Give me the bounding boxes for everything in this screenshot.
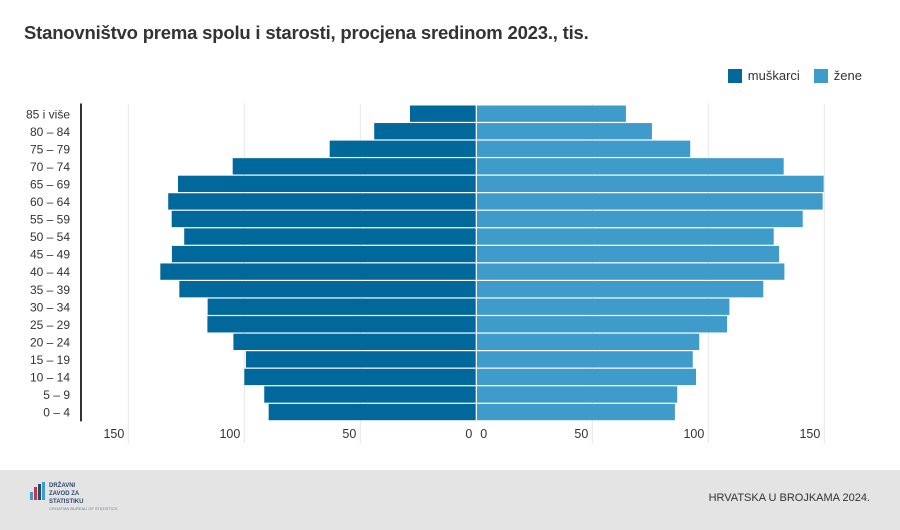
bar-zene <box>476 245 780 263</box>
bar-zene <box>476 298 730 315</box>
dzs-logo: DRŽAVNI ZAVOD ZA STATISTIKU CROATIAN BUR… <box>30 482 117 512</box>
bar-zene <box>476 333 700 350</box>
category-label: 5 – 9 <box>43 388 70 402</box>
bar-muskarci <box>268 403 477 421</box>
bar-zene <box>476 175 824 193</box>
bar-zene <box>476 316 728 333</box>
x-tick-label-left: 0 <box>465 427 472 441</box>
bar-zene <box>476 351 693 368</box>
x-tick-label-left: 150 <box>103 427 124 441</box>
bar-muskarci <box>207 316 477 333</box>
bar-zene <box>476 263 785 280</box>
bar-zene <box>476 193 823 210</box>
bar-muskarci <box>232 158 477 175</box>
category-label: 45 – 49 <box>30 248 70 262</box>
category-label: 35 – 39 <box>30 283 70 297</box>
legend-swatch-muskarci <box>727 68 742 83</box>
bar-zene <box>476 403 675 421</box>
x-tick-label-left: 50 <box>342 427 356 441</box>
legend-label-muskarci: muškarci <box>747 68 800 83</box>
category-label: 55 – 59 <box>30 213 70 227</box>
bar-zene <box>476 123 652 140</box>
bar-muskarci <box>244 368 477 386</box>
legend-swatch-zene <box>813 68 828 83</box>
bar-zene <box>476 281 764 298</box>
legend-label-zene: žene <box>833 68 862 83</box>
category-label: 25 – 29 <box>30 318 70 332</box>
logo-text-1: DRŽAVNI <box>49 483 76 489</box>
bar-muskarci <box>171 210 477 228</box>
category-label: 70 – 74 <box>30 160 70 174</box>
bar-muskarci <box>245 351 477 368</box>
x-tick-label-right: 150 <box>799 427 820 441</box>
category-label: 40 – 44 <box>30 265 70 279</box>
bar-zene <box>476 158 784 175</box>
logo-bars-icon <box>30 482 45 500</box>
category-label: 10 – 14 <box>30 371 70 385</box>
x-tick-label-right: 0 <box>480 427 487 441</box>
bar-muskarci <box>179 281 477 298</box>
bar-muskarci <box>184 228 477 245</box>
bar-muskarci <box>160 263 477 280</box>
bar-muskarci <box>233 333 477 350</box>
bar-muskarci <box>171 245 477 263</box>
category-label: 75 – 79 <box>30 142 70 156</box>
footer: DRŽAVNI ZAVOD ZA STATISTIKU CROATIAN BUR… <box>0 470 900 530</box>
category-label: 60 – 64 <box>30 195 70 209</box>
bar-muskarci <box>264 386 477 403</box>
bar-muskarci <box>168 193 477 210</box>
category-label: 50 – 54 <box>30 230 70 244</box>
bar-muskarci <box>329 140 477 157</box>
category-label: 65 – 69 <box>30 177 70 191</box>
legend-item-zene: žene <box>813 68 862 83</box>
x-tick-label-left: 100 <box>219 427 240 441</box>
source-label: HRVATSKA U BROJKAMA 2024. <box>708 492 870 504</box>
legend-item-muskarci: muškarci <box>727 68 800 83</box>
bar-muskarci <box>409 105 477 122</box>
bar-zene <box>476 140 691 157</box>
category-label: 80 – 84 <box>30 125 70 139</box>
legend: muškarci žene <box>727 68 862 83</box>
bar-muskarci <box>207 298 477 315</box>
bar-muskarci <box>374 123 477 140</box>
x-tick-label-right: 100 <box>683 427 704 441</box>
bar-zene <box>476 105 626 122</box>
category-label: 15 – 19 <box>30 353 70 367</box>
logo-subtext: CROATIAN BUREAU OF STATISTICS <box>49 506 118 511</box>
x-tick-label-right: 50 <box>574 427 588 441</box>
bar-zene <box>476 368 697 386</box>
logo-text-2: ZAVOD ZA <box>49 491 80 497</box>
logo-text-3: STATISTIKU <box>49 499 84 505</box>
bar-muskarci <box>177 175 477 193</box>
population-pyramid-chart: 85 i više 80 – 84 75 – 79 70 – 74 65 – 69 60 … <box>26 103 825 444</box>
bar-zene <box>476 228 774 245</box>
category-label: 0 – 4 <box>43 406 70 420</box>
category-label: 30 – 34 <box>30 300 70 314</box>
bar-zene <box>476 210 803 228</box>
bar-zene <box>476 386 678 403</box>
category-label: 85 i više <box>26 107 70 121</box>
chart-title: Stanovništvo prema spolu i starosti, pro… <box>24 22 589 43</box>
category-label: 20 – 24 <box>30 335 70 349</box>
